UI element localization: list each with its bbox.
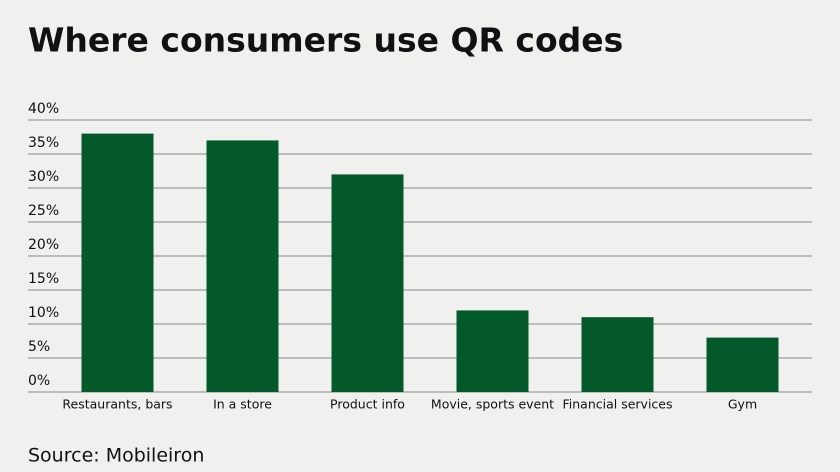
y-tick-label: 40% (28, 101, 59, 117)
bar (331, 174, 404, 392)
x-tick-label: Restaurants, bars (62, 397, 172, 412)
y-tick-label: 20% (28, 237, 59, 253)
bar (706, 337, 779, 392)
chart-title: Where consumers use QR codes (28, 21, 623, 60)
y-tick-label: 35% (28, 135, 59, 151)
source: Source: Mobileiron (28, 445, 204, 467)
y-tick-label: 30% (28, 169, 59, 185)
x-tick-label: Movie, sports event (431, 397, 554, 412)
y-tick-label: 10% (28, 305, 59, 321)
x-tick-label: Gym (728, 397, 757, 412)
bar (581, 317, 654, 392)
x-tick-label: Product info (330, 397, 405, 412)
bar (206, 140, 279, 392)
bar (81, 133, 154, 392)
x-tick-label: In a store (213, 397, 272, 412)
y-tick-label: 25% (28, 203, 59, 219)
bar (456, 310, 529, 392)
x-tick-label: Financial services (563, 397, 673, 412)
y-tick-label: 15% (28, 271, 59, 287)
y-tick-label: 0% (28, 373, 50, 389)
y-tick-label: 5% (28, 339, 50, 355)
